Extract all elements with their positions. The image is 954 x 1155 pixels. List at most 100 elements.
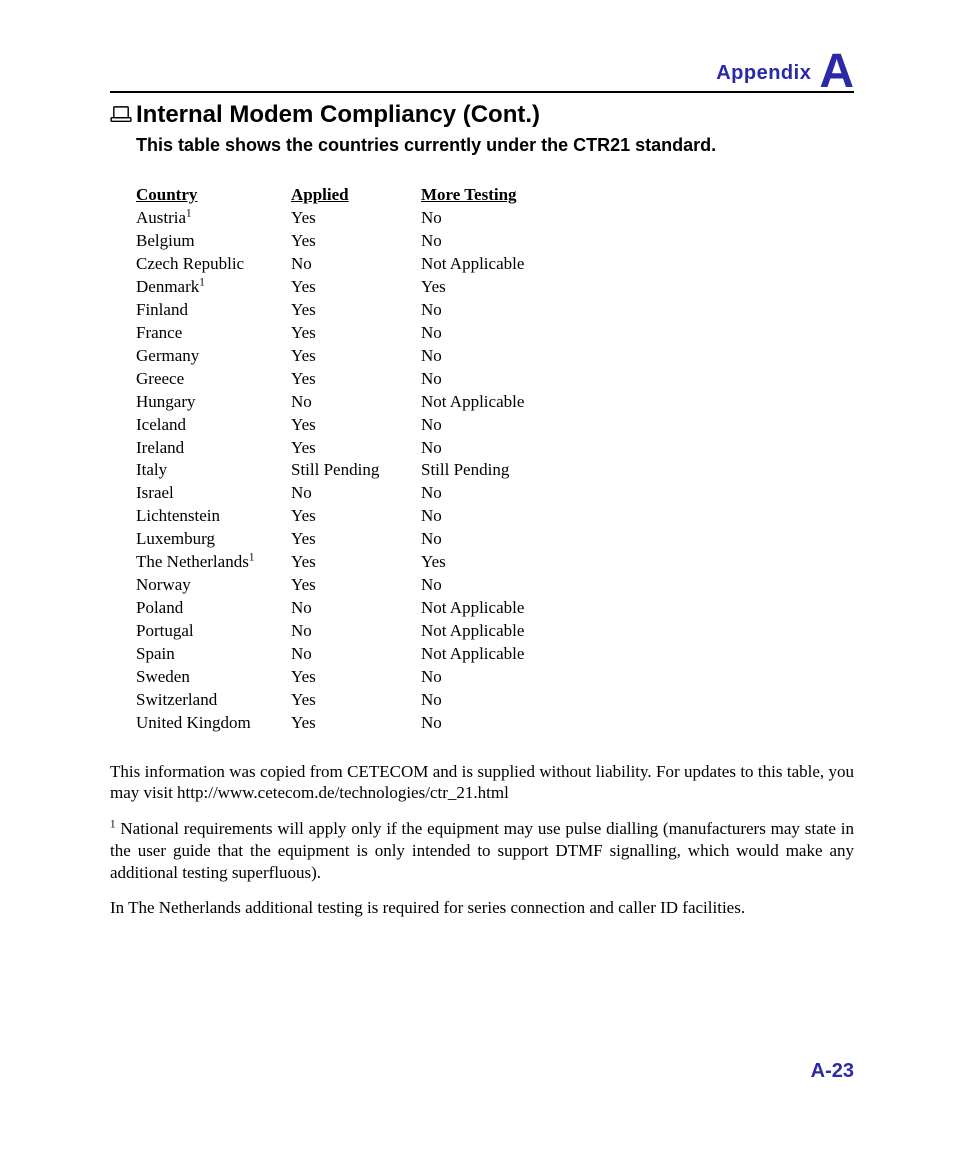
cell-country: Poland	[136, 597, 291, 620]
table-row: IcelandYesNo	[136, 414, 854, 437]
table-row: NorwayYesNo	[136, 574, 854, 597]
cell-applied: Yes	[291, 299, 421, 322]
cell-applied: Yes	[291, 574, 421, 597]
cell-applied: Yes	[291, 322, 421, 345]
cell-more-testing: No	[421, 207, 601, 230]
page-subtitle: This table shows the countries currently…	[136, 135, 854, 156]
cell-more-testing: No	[421, 230, 601, 253]
table-row: PolandNoNot Applicable	[136, 597, 854, 620]
table-row: SwedenYesNo	[136, 666, 854, 689]
compliancy-table: Country Applied More Testing Austria1Yes…	[136, 184, 854, 735]
cell-applied: No	[291, 482, 421, 505]
note-national-requirements-text: National requirements will apply only if…	[110, 819, 854, 882]
table-row: SwitzerlandYesNo	[136, 689, 854, 712]
cell-country: Spain	[136, 643, 291, 666]
table-row: GermanyYesNo	[136, 345, 854, 368]
cell-more-testing: No	[421, 299, 601, 322]
table-row: PortugalNoNot Applicable	[136, 620, 854, 643]
table-row: United KingdomYesNo	[136, 712, 854, 735]
cell-more-testing: No	[421, 528, 601, 551]
cell-applied: No	[291, 597, 421, 620]
cell-country: Czech Republic	[136, 253, 291, 276]
cell-more-testing: No	[421, 689, 601, 712]
cell-more-testing: Not Applicable	[421, 253, 601, 276]
page: Appendix A Internal Modem Compliancy (Co…	[0, 0, 954, 919]
cell-country: Denmark1	[136, 276, 291, 299]
cell-country: Lichtenstein	[136, 505, 291, 528]
table-row: IrelandYesNo	[136, 437, 854, 460]
cell-country: Germany	[136, 345, 291, 368]
laptop-icon	[110, 106, 132, 124]
cell-country: Finland	[136, 299, 291, 322]
cell-country: Austria1	[136, 207, 291, 230]
cell-more-testing: No	[421, 505, 601, 528]
cell-more-testing: No	[421, 712, 601, 735]
table-row: BelgiumYesNo	[136, 230, 854, 253]
table-row: Czech RepublicNoNot Applicable	[136, 253, 854, 276]
footnote-marker: 1	[186, 207, 192, 219]
cell-country: France	[136, 322, 291, 345]
table-row: SpainNoNot Applicable	[136, 643, 854, 666]
cell-country: Switzerland	[136, 689, 291, 712]
cell-applied: Yes	[291, 207, 421, 230]
cell-more-testing: No	[421, 482, 601, 505]
cell-country: Italy	[136, 459, 291, 482]
cell-country: Portugal	[136, 620, 291, 643]
table-row: Austria1YesNo	[136, 207, 854, 230]
cell-applied: Yes	[291, 712, 421, 735]
cell-country: Iceland	[136, 414, 291, 437]
cell-applied: Yes	[291, 276, 421, 299]
table-row: GreeceYesNo	[136, 368, 854, 391]
note-national-requirements: 1 National requirements will apply only …	[110, 818, 854, 883]
cell-country: Sweden	[136, 666, 291, 689]
cell-more-testing: Not Applicable	[421, 620, 601, 643]
footnote-marker: 1	[199, 276, 205, 288]
cell-more-testing: Not Applicable	[421, 643, 601, 666]
cell-applied: No	[291, 391, 421, 414]
cell-applied: Yes	[291, 505, 421, 528]
cell-more-testing: Not Applicable	[421, 597, 601, 620]
cell-country: Greece	[136, 368, 291, 391]
col-header-applied: Applied	[291, 184, 421, 207]
appendix-label: Appendix	[716, 62, 811, 85]
title-row: Internal Modem Compliancy (Cont.)	[110, 101, 854, 129]
cell-applied: Yes	[291, 437, 421, 460]
cell-applied: Yes	[291, 689, 421, 712]
cell-applied: Still Pending	[291, 459, 421, 482]
col-header-more-testing: More Testing	[421, 184, 601, 207]
table-row: LichtensteinYesNo	[136, 505, 854, 528]
table-header-row: Country Applied More Testing	[136, 184, 854, 207]
table-row: FranceYesNo	[136, 322, 854, 345]
cell-applied: No	[291, 253, 421, 276]
cell-applied: Yes	[291, 414, 421, 437]
table-row: FinlandYesNo	[136, 299, 854, 322]
cell-country: The Netherlands1	[136, 551, 291, 574]
cell-applied: Yes	[291, 345, 421, 368]
cell-country: Israel	[136, 482, 291, 505]
footnotes: This information was copied from CETECOM…	[110, 761, 854, 920]
cell-country: Luxemburg	[136, 528, 291, 551]
cell-country: Ireland	[136, 437, 291, 460]
appendix-header: Appendix A	[110, 48, 854, 93]
cell-more-testing: No	[421, 414, 601, 437]
table-body: Austria1YesNoBelgiumYesNoCzech RepublicN…	[136, 207, 854, 735]
table-row: Denmark1YesYes	[136, 276, 854, 299]
cell-more-testing: Yes	[421, 276, 601, 299]
footnote-marker: 1	[249, 552, 255, 564]
cell-more-testing: No	[421, 322, 601, 345]
table-row: HungaryNoNot Applicable	[136, 391, 854, 414]
note-netherlands: In The Netherlands additional testing is…	[110, 897, 854, 919]
col-header-country: Country	[136, 184, 291, 207]
cell-more-testing: No	[421, 345, 601, 368]
cell-more-testing: Not Applicable	[421, 391, 601, 414]
appendix-letter: A	[819, 50, 854, 93]
cell-applied: Yes	[291, 551, 421, 574]
cell-applied: No	[291, 620, 421, 643]
page-number: A-23	[811, 1060, 854, 1083]
note-source: This information was copied from CETECOM…	[110, 761, 854, 805]
cell-country: Norway	[136, 574, 291, 597]
table-row: LuxemburgYesNo	[136, 528, 854, 551]
page-title: Internal Modem Compliancy (Cont.)	[136, 101, 540, 129]
table-row: ItalyStill PendingStill Pending	[136, 459, 854, 482]
cell-more-testing: No	[421, 574, 601, 597]
